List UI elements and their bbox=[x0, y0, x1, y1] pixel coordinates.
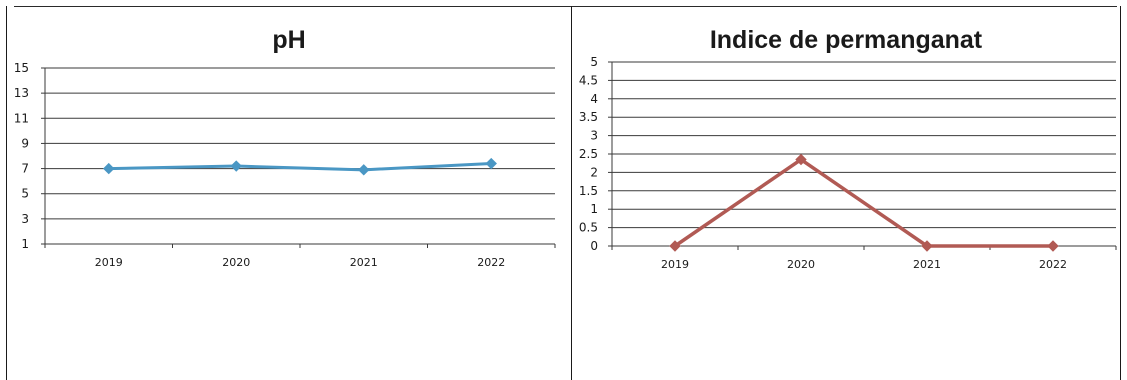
ph-chart-title: pH bbox=[272, 26, 306, 54]
permanganate-y-tick-label: 2.5 bbox=[579, 147, 598, 161]
permanganate-x-tick-label: 2021 bbox=[913, 258, 941, 271]
ph-y-tick-label: 1 bbox=[21, 237, 29, 251]
permanganate-y-tick-label: 4.5 bbox=[579, 73, 598, 87]
ph-y-tick-label: 3 bbox=[21, 212, 29, 226]
ph-x-tick-label: 2021 bbox=[350, 256, 378, 269]
permanganate-y-tick-label: 0.5 bbox=[579, 221, 598, 235]
permanganate-x-tick-label: 2019 bbox=[661, 258, 689, 271]
permanganate-y-tick-label: 1.5 bbox=[579, 184, 598, 198]
permanganate-y-tick-label: 2 bbox=[590, 165, 598, 179]
permanganate-y-tick-label: 0 bbox=[590, 239, 598, 253]
permanganate-series-line bbox=[674, 157, 1053, 248]
permanganate-y-tick-label: 3 bbox=[590, 129, 598, 143]
ph-data-point bbox=[230, 160, 242, 172]
permanganate-chart-panel: Indice de permanganat 5 4.5 4 3.5 3 2.5 2 1.5 1 0… bbox=[572, 6, 1121, 380]
permanganate-data-point bbox=[795, 153, 807, 166]
permanganate-data-point bbox=[669, 240, 681, 252]
ph-y-tick-label: 9 bbox=[21, 136, 29, 150]
ph-data-point bbox=[485, 157, 497, 170]
ph-x-tick-label: 2022 bbox=[477, 256, 505, 269]
permanganate-data-point bbox=[921, 240, 933, 252]
ph-y-tick-label: 5 bbox=[21, 187, 29, 201]
ph-series-line bbox=[108, 162, 492, 172]
ph-x-tick-label: 2019 bbox=[95, 256, 123, 269]
ph-chart: 15 13 11 9 7 5 3 1 2019 2020 2021 2022 bbox=[14, 61, 556, 269]
ph-data-point bbox=[103, 162, 115, 175]
permanganate-x-tick-label: 2022 bbox=[1039, 258, 1067, 271]
permanganate-y-tick-label: 4 bbox=[590, 92, 598, 106]
permanganate-chart-title: Indice de permanganat bbox=[709, 26, 983, 54]
permanganate-x-tick-label: 2020 bbox=[787, 258, 815, 271]
permanganate-data-point bbox=[1047, 240, 1059, 252]
permanganate-y-tick-label: 5 bbox=[590, 55, 598, 69]
top-border-line bbox=[14, 6, 1117, 7]
ph-data-point bbox=[358, 164, 370, 176]
permanganate-y-tick-label: 3.5 bbox=[579, 110, 598, 124]
ph-y-tick-label: 15 bbox=[14, 61, 29, 75]
ph-chart-panel: pH 15 13 11 9 7 5 3 1 2019 2020 2021 2022 bbox=[6, 6, 572, 380]
ph-x-tick-label: 2020 bbox=[222, 256, 250, 269]
ph-y-tick-label: 11 bbox=[14, 111, 29, 125]
permanganate-chart: 5 4.5 4 3.5 3 2.5 2 1.5 1 0.5 0 2019 2020 2021 2022 bbox=[579, 55, 1117, 271]
ph-y-tick-label: 7 bbox=[21, 162, 29, 176]
permanganate-y-tick-label: 1 bbox=[590, 202, 598, 216]
ph-y-tick-label: 13 bbox=[14, 86, 29, 100]
